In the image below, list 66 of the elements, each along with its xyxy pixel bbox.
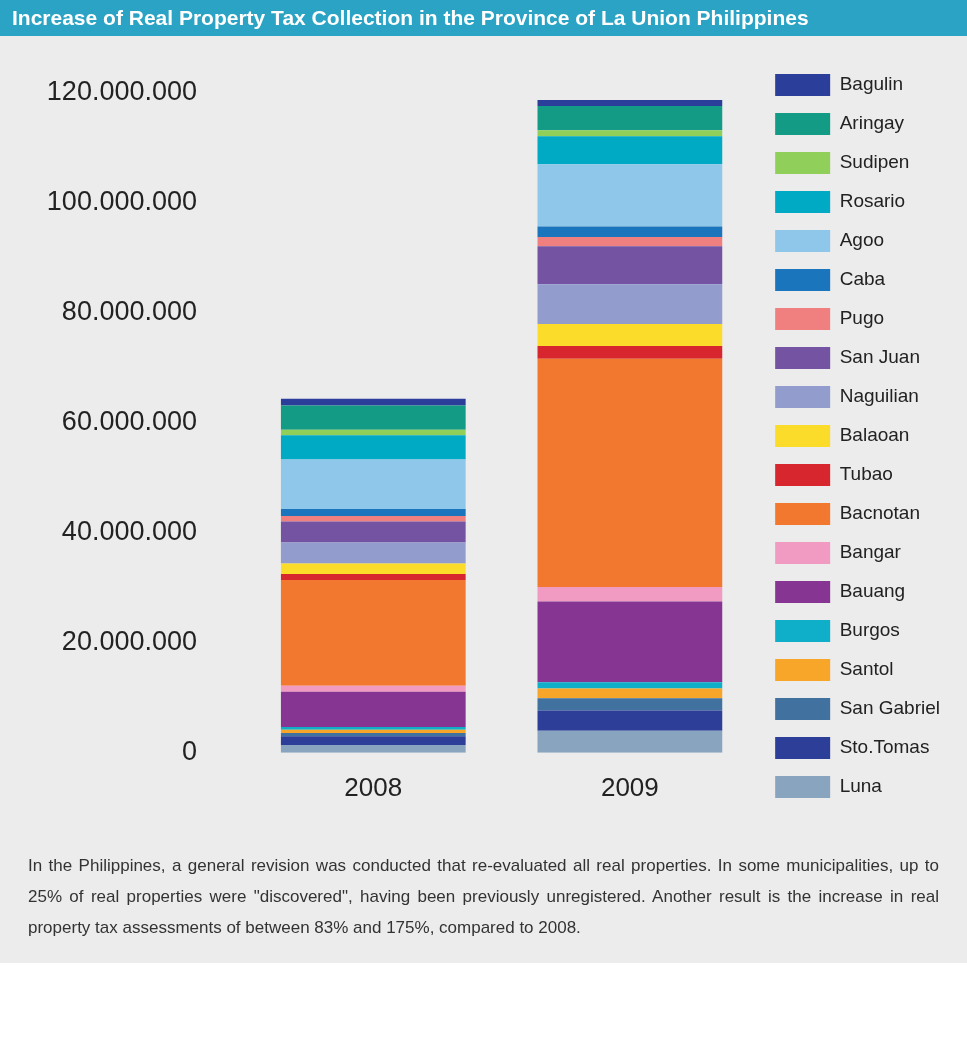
- legend-label: San Juan: [839, 346, 920, 368]
- legend-label: Balaoan: [839, 424, 910, 446]
- y-tick-label: 20.000.000: [61, 626, 197, 657]
- bar: [537, 345, 723, 359]
- bar: [537, 105, 723, 131]
- legend-label: Bauang: [839, 580, 906, 602]
- bar: [280, 745, 466, 753]
- bar: [537, 130, 723, 137]
- y-tick-label: 100.000.000: [46, 185, 197, 216]
- y-tick-label: 120.000.000: [46, 75, 197, 106]
- legend-label: Bagulin: [839, 73, 904, 95]
- bar: [280, 435, 466, 460]
- bar: [280, 685, 466, 692]
- bar: [537, 358, 723, 588]
- legend-label: Sto.Tomas: [839, 736, 930, 758]
- bar: [537, 236, 723, 247]
- legend-label: Caba: [839, 268, 886, 290]
- bar: [280, 563, 466, 574]
- bar: [537, 682, 723, 689]
- legend-label: Aringay: [839, 112, 905, 134]
- chart-title: Increase of Real Property Tax Collection in the Province of La Union Philippines: [0, 0, 967, 36]
- bar: [537, 246, 723, 285]
- legend-label: Bangar: [839, 541, 902, 563]
- y-tick-label: 0: [181, 736, 197, 767]
- bar: [537, 698, 723, 711]
- bar: [280, 429, 466, 436]
- bar: [280, 732, 466, 737]
- bar: [280, 579, 466, 686]
- bar: [280, 691, 466, 727]
- bar: [537, 99, 723, 106]
- y-tick-label: 80.000.000: [61, 295, 197, 326]
- legend-label: Luna: [839, 775, 883, 797]
- bar: [537, 710, 723, 731]
- bar: [280, 398, 466, 406]
- bar: [280, 573, 466, 580]
- bar: [280, 405, 466, 430]
- legend-label: Rosario: [839, 190, 906, 212]
- legend-label: Santol: [839, 658, 894, 680]
- x-tick-label: 2008: [344, 771, 403, 802]
- bar: [537, 284, 723, 324]
- bar: [280, 508, 466, 517]
- bar: [280, 736, 466, 746]
- legend-label: Bacnotan: [839, 502, 920, 524]
- legend-label: Sudipen: [839, 151, 910, 173]
- bar: [537, 688, 723, 699]
- legend-label: Pugo: [839, 307, 885, 329]
- legend-label: Naguilian: [839, 385, 919, 407]
- bar: [280, 542, 466, 564]
- text: In the Philippines, a general revision was conducted that re-evaluated all real properties. In some municipalities, up to 25% of real properties were "discovered", having been previously unregistered. Another result is the increase in real property tax assessments of between 83% and 175%, compared to 2008.: [28, 855, 939, 939]
- bar: [537, 226, 723, 237]
- bar: [280, 521, 466, 543]
- legend-label: Tubao: [839, 463, 893, 485]
- bar: [537, 601, 723, 683]
- bar: [280, 459, 466, 509]
- bar: [537, 730, 723, 753]
- bar: [280, 516, 466, 522]
- bar: [537, 323, 723, 346]
- legend-label: San Gabriel: [839, 697, 941, 719]
- y-tick-label: 60.000.000: [61, 405, 197, 436]
- bar: [537, 587, 723, 602]
- bar: [537, 136, 723, 165]
- legend-label: Burgos: [839, 619, 900, 641]
- bar: [537, 164, 723, 227]
- legend-label: Agoo: [839, 229, 885, 251]
- x-tick-label: 2009: [600, 771, 659, 802]
- y-tick-label: 40.000.000: [61, 516, 197, 547]
